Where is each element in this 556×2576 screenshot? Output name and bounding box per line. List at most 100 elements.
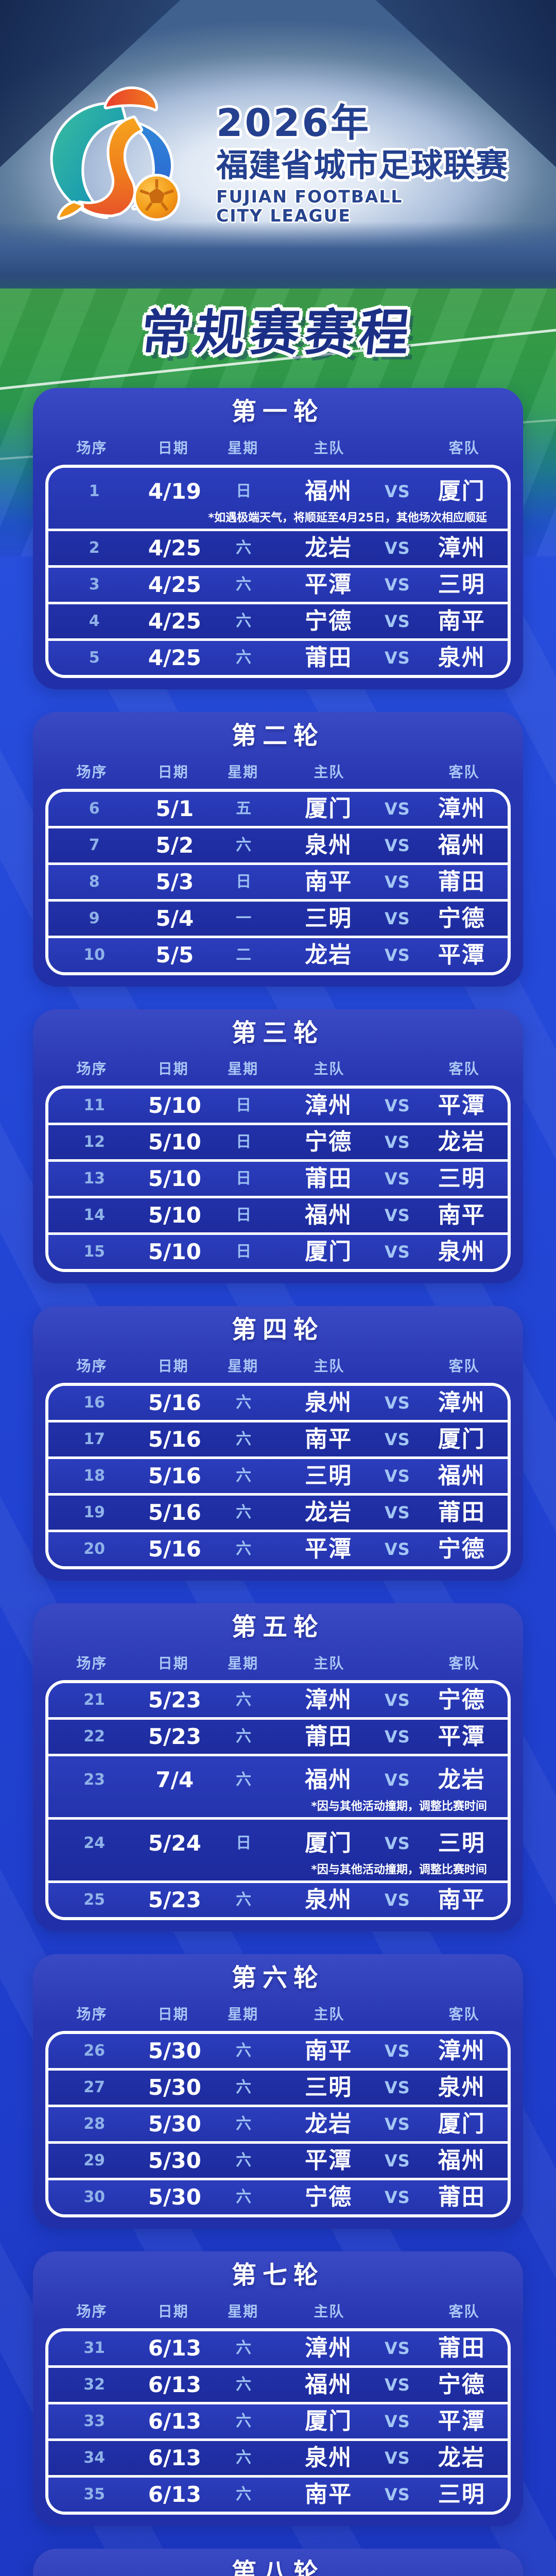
match-date: 5/3 <box>155 869 194 894</box>
match-weekday: 六 <box>236 836 252 854</box>
match-row: 12 5/10 日 宁德 VS 龙岩 <box>48 1123 508 1160</box>
match-weekday: 六 <box>236 2114 252 2133</box>
match-date: 6/13 <box>148 2481 201 2507</box>
away-team: 泉州 <box>438 1239 485 1265</box>
vs-label: VS <box>384 648 410 668</box>
home-team: 宁德 <box>305 2183 353 2210</box>
home-team: 平潭 <box>305 1536 353 1563</box>
match-date: 4/25 <box>148 535 201 561</box>
vs-label: VS <box>384 1890 410 1910</box>
match-date: 5/10 <box>148 1129 201 1155</box>
match-row: 9 5/4 一 三明 VS 宁德 <box>48 899 508 936</box>
match-row: 5 4/25 六 莆田 VS 泉州 <box>48 638 508 675</box>
match-no: 3 <box>89 575 100 594</box>
home-team: 南平 <box>305 2481 353 2507</box>
match-row: 10 5/5 二 龙岩 VS 平潭 <box>48 935 508 972</box>
match-weekday: 六 <box>236 612 252 630</box>
home-team: 莆田 <box>305 1165 353 1192</box>
round-title: 第八轮 <box>231 2557 324 2576</box>
match-row: 32 6/13 六 福州 VS 宁德 <box>48 2365 508 2402</box>
away-team: 三明 <box>438 2481 485 2507</box>
vs-label: VS <box>384 2484 410 2504</box>
vs-label: VS <box>384 1833 410 1853</box>
round-title: 第四轮 <box>231 1315 324 1345</box>
vs-label: VS <box>384 2150 410 2171</box>
home-team: 厦门 <box>305 2408 353 2434</box>
vs-label: VS <box>384 799 410 819</box>
match-row: 26 5/30 六 南平 VS 漳州 <box>48 2033 508 2068</box>
match-weekday: 六 <box>236 1394 252 1412</box>
home-team: 厦门 <box>305 1829 353 1856</box>
away-team: 三明 <box>438 1829 485 1856</box>
match-date: 4/25 <box>148 571 201 597</box>
away-team: 福州 <box>438 832 485 858</box>
round-table-body: 1 4/19 日 福州 VS 厦门 *如遇极端天气，将顺延至4月25日，其他场次… <box>45 464 511 678</box>
match-no: 31 <box>83 2338 106 2357</box>
match-row: 1 4/19 日 福州 VS 厦门 *如遇极端天气，将顺延至4月25日，其他场次… <box>48 467 508 529</box>
match-no: 10 <box>83 945 106 964</box>
match-date: 5/30 <box>148 2184 201 2210</box>
match-weekday: 六 <box>236 2485 252 2503</box>
col-header-vs-spacer <box>380 2300 418 2321</box>
match-no: 11 <box>83 1096 106 1115</box>
away-team: 龙岩 <box>438 1766 485 1793</box>
match-weekday: 六 <box>236 1467 252 1485</box>
away-team: 南平 <box>438 1886 485 1913</box>
home-team: 福州 <box>305 1766 353 1793</box>
match-no: 18 <box>83 1467 106 1485</box>
round-table-body: 26 5/30 六 南平 VS 漳州 27 5/30 六 三明 VS 泉州 28… <box>45 2030 511 2217</box>
col-header-date: 日期 <box>158 1358 189 1375</box>
vs-label: VS <box>384 908 410 928</box>
col-header-weekday: 星期 <box>228 1060 259 1078</box>
match-no: 26 <box>83 2041 106 2060</box>
round-column-headers: 场序 日期 星期 主队 客队 <box>45 2300 511 2321</box>
match-date: 5/16 <box>148 1427 201 1452</box>
round-title: 第三轮 <box>231 1018 324 1047</box>
away-team: 平潭 <box>438 1723 485 1750</box>
col-header-vs-spacer <box>380 761 418 782</box>
match-date: 5/16 <box>148 1390 201 1416</box>
match-no: 33 <box>83 2412 106 2430</box>
match-weekday: 日 <box>236 872 252 891</box>
match-no: 8 <box>89 872 100 891</box>
match-no: 21 <box>83 1690 106 1709</box>
match-weekday: 六 <box>236 2338 252 2357</box>
col-header-away: 客队 <box>448 1060 480 1078</box>
vs-label: VS <box>384 574 410 595</box>
match-date: 5/2 <box>155 832 194 858</box>
match-row: 28 5/30 六 龙岩 VS 厦门 <box>48 2104 508 2141</box>
col-header-date: 日期 <box>158 2302 189 2320</box>
round-card: 第八轮 场序 日期 星期 主队 客队 36 6/20 六 三明 VS 漳州 37… <box>33 2548 523 2576</box>
match-weekday: 日 <box>236 1206 252 1225</box>
col-header-weekday: 星期 <box>228 2302 259 2320</box>
match-no: 27 <box>83 2078 106 2096</box>
match-weekday: 六 <box>236 648 252 667</box>
match-row: 20 5/16 六 平潭 VS 宁德 <box>48 1530 508 1567</box>
match-date: 5/5 <box>155 942 194 968</box>
match-no: 28 <box>83 2114 106 2133</box>
away-team: 漳州 <box>438 795 485 822</box>
match-date: 5/10 <box>148 1239 201 1265</box>
vs-label: VS <box>384 1169 410 1189</box>
match-date: 5/16 <box>148 1536 201 1562</box>
match-no: 22 <box>83 1727 106 1745</box>
match-row: 16 5/16 六 泉州 VS 漳州 <box>48 1386 508 1420</box>
match-no: 9 <box>89 909 100 927</box>
home-team: 漳州 <box>305 2334 353 2361</box>
away-team: 三明 <box>438 1165 485 1192</box>
match-date: 6/13 <box>148 2408 201 2434</box>
round-card: 第七轮 场序 日期 星期 主队 客队 31 6/13 六 漳州 VS 莆田 32… <box>33 2251 523 2526</box>
match-row: 19 5/16 六 龙岩 VS 莆田 <box>48 1493 508 1530</box>
match-row: 3 4/25 六 平潭 VS 三明 <box>48 565 508 602</box>
match-no: 6 <box>89 799 100 818</box>
home-team: 南平 <box>305 1426 353 1453</box>
match-date: 5/30 <box>148 2147 201 2173</box>
col-header-home: 主队 <box>314 2005 345 2023</box>
match-no: 17 <box>83 1430 106 1449</box>
round-table-body: 11 5/10 日 漳州 VS 平潭 12 5/10 日 宁德 VS 龙岩 13… <box>45 1086 511 1273</box>
match-date: 7/4 <box>155 1767 194 1792</box>
match-weekday: 一 <box>236 909 252 927</box>
home-team: 福州 <box>305 2371 353 2398</box>
home-team: 莆田 <box>305 1723 353 1750</box>
away-team: 平潭 <box>438 2408 485 2434</box>
